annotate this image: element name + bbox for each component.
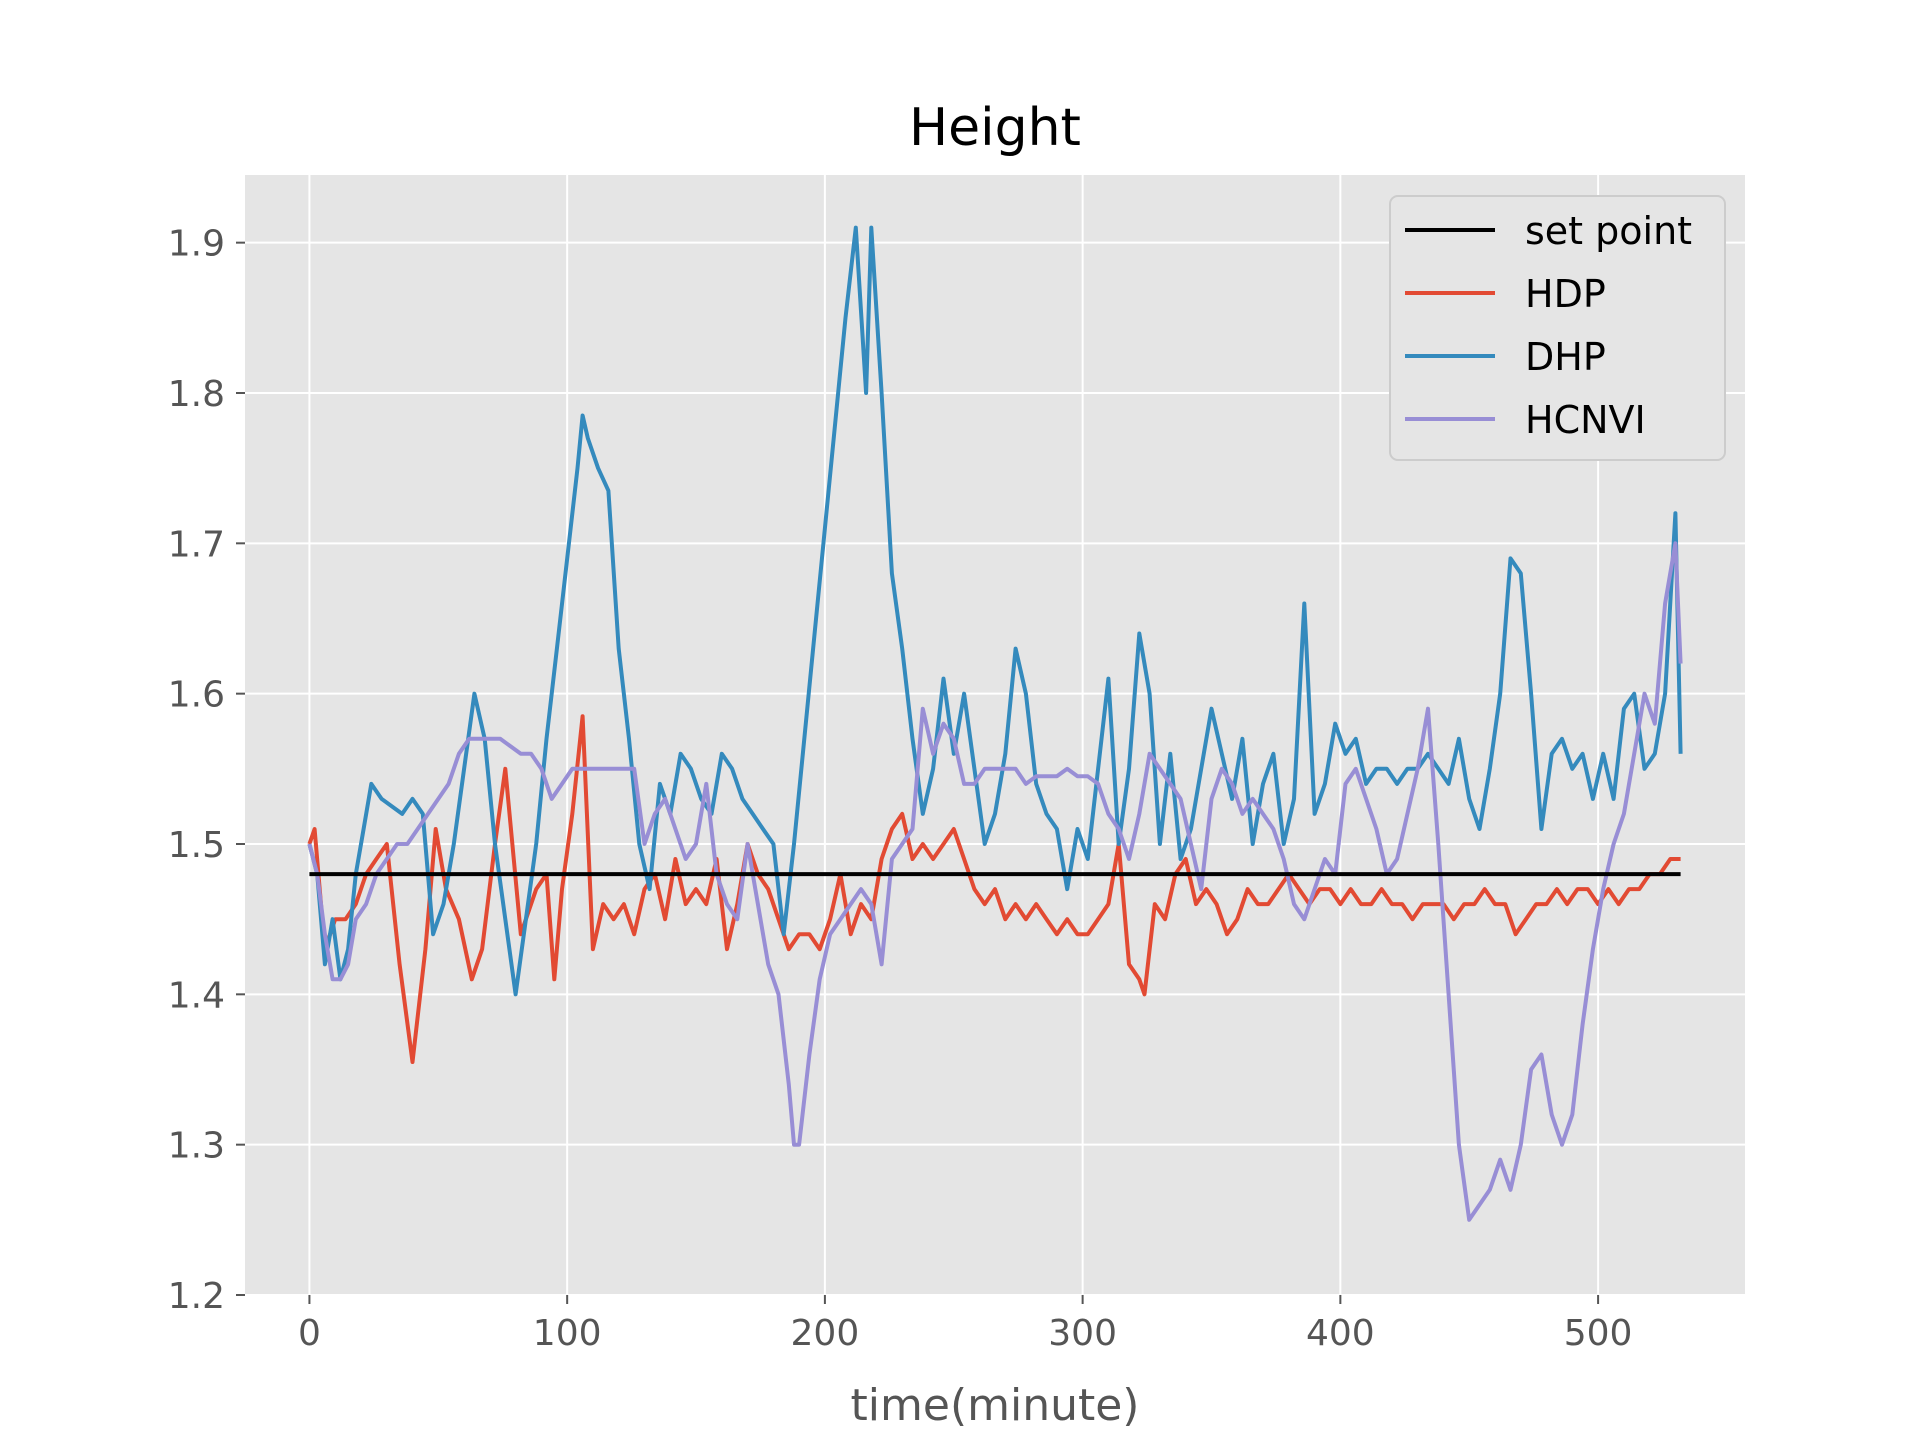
- y-tick-label: 1.7: [168, 524, 225, 565]
- x-tick-label: 100: [533, 1313, 602, 1354]
- legend: set point HDP DHP HCNVI: [1389, 195, 1726, 461]
- series-line-dhp: [307, 225, 1683, 997]
- x-tick-label: 200: [791, 1313, 860, 1354]
- y-tick-label: 1.6: [168, 675, 225, 716]
- legend-label-dhp: DHP: [1525, 335, 1606, 379]
- y-tick-label: 1.3: [168, 1126, 225, 1167]
- y-tick-label: 1.5: [168, 825, 225, 866]
- legend-label-hcnvi: HCNVI: [1525, 398, 1646, 442]
- x-tick-label: 0: [298, 1313, 321, 1354]
- legend-label-hdp: HDP: [1525, 272, 1606, 316]
- legend-box: [1389, 195, 1726, 461]
- chart-title: Height: [909, 98, 1081, 158]
- series-line-hcnvi: [307, 541, 1683, 1222]
- y-tick-label: 1.4: [168, 975, 225, 1016]
- series-lines: [307, 225, 1683, 1222]
- y-tick-label: 1.9: [168, 224, 225, 265]
- x-tick-label: 400: [1306, 1313, 1375, 1354]
- y-tick-label: 1.2: [168, 1276, 225, 1317]
- axis-ticks: 0 100 200 300 400 500 1.2 1.3 1.4 1.5 1.6 1.7 1.8 1.9: [168, 224, 1633, 1354]
- x-tick-label: 500: [1564, 1313, 1633, 1354]
- x-tick-label: 300: [1048, 1313, 1117, 1354]
- legend-label-set-point: set point: [1525, 209, 1692, 253]
- x-axis-title: time(minute): [851, 1380, 1140, 1431]
- y-tick-label: 1.8: [168, 374, 225, 415]
